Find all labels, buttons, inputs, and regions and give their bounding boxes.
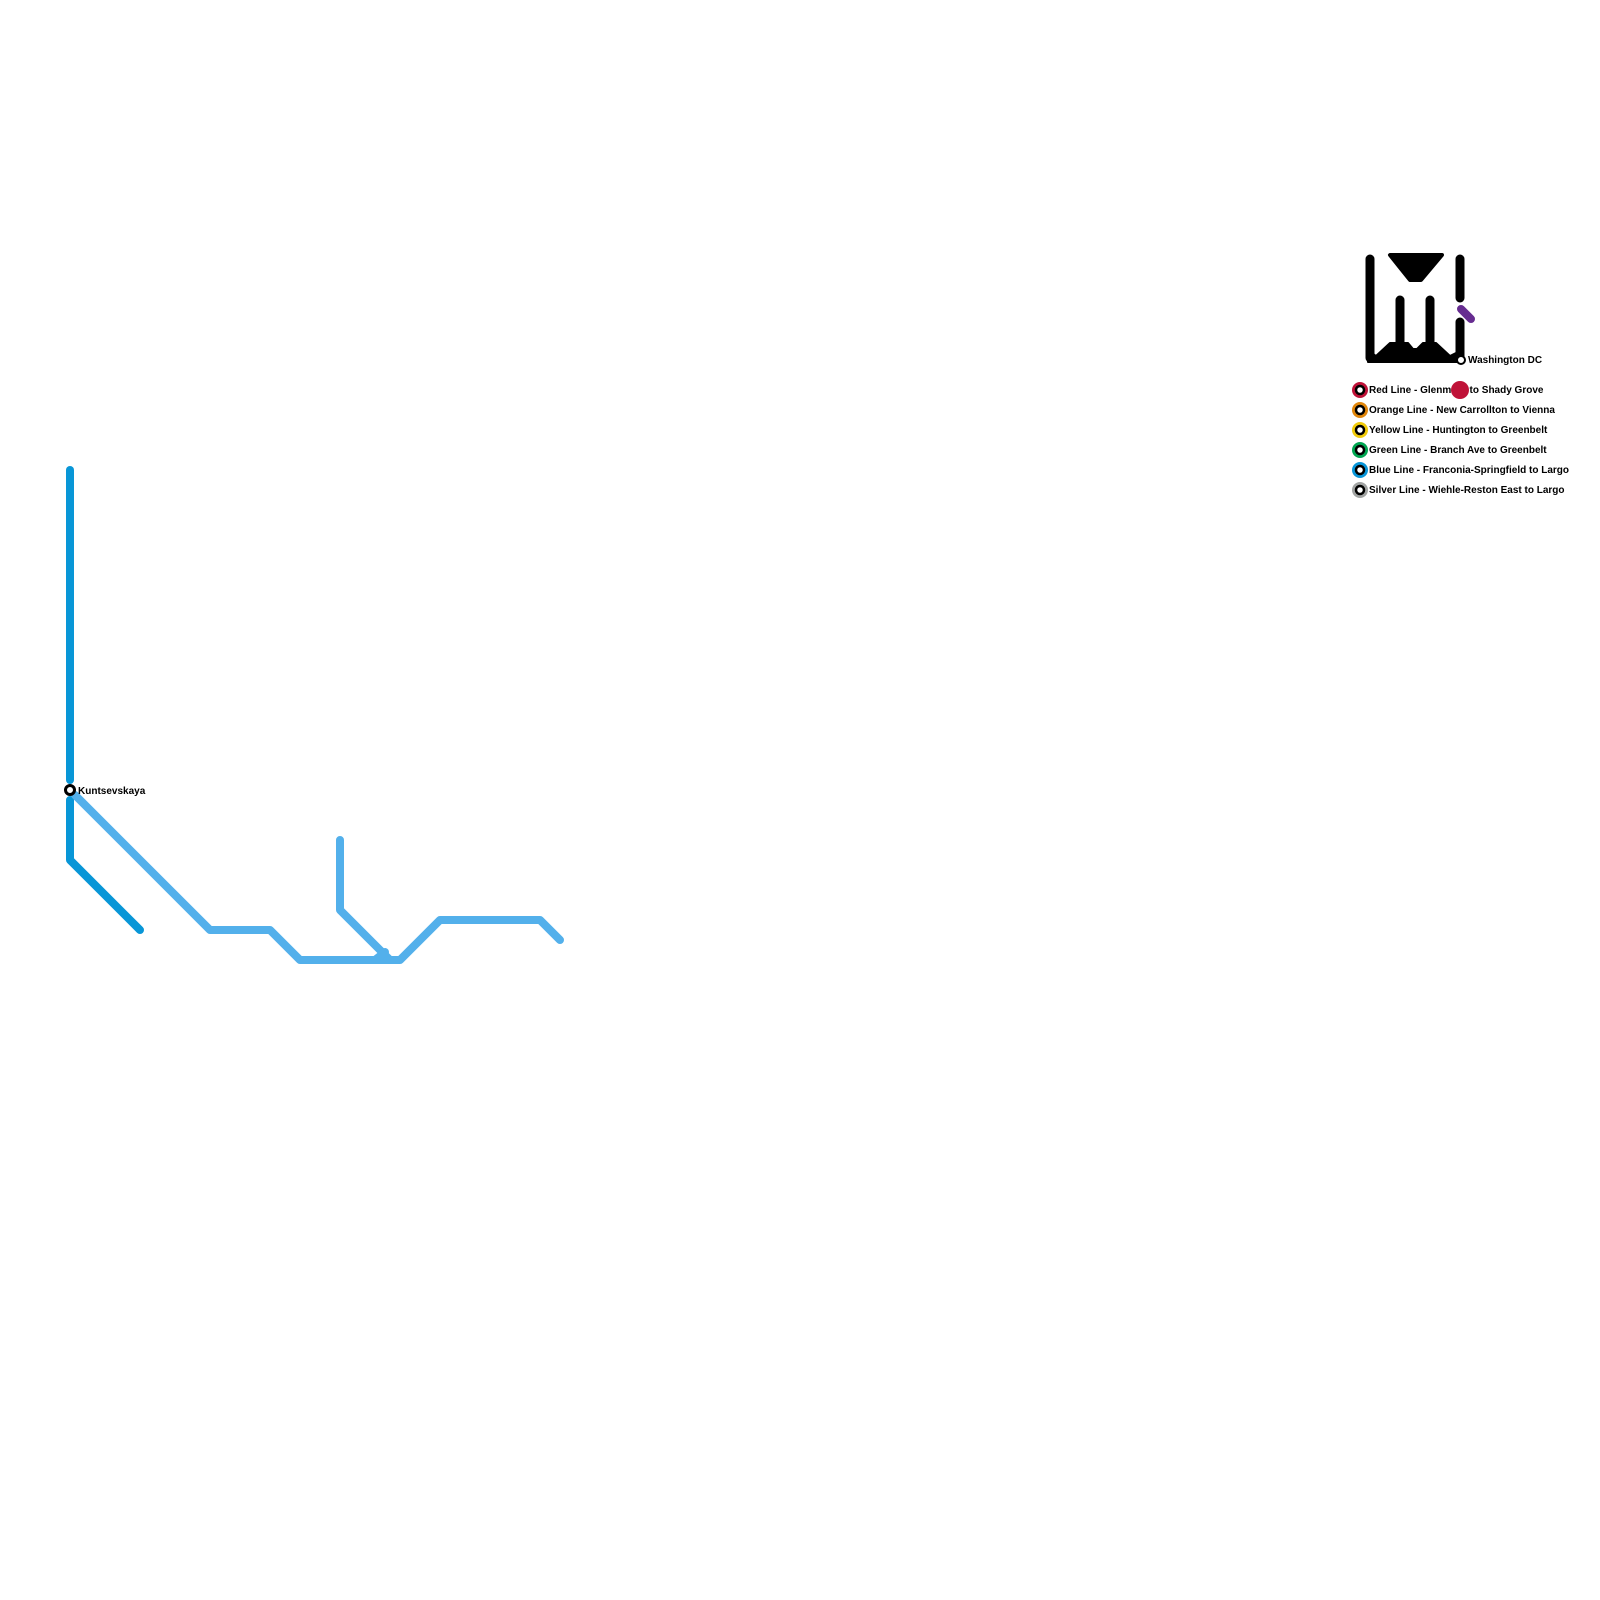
legend-station-icon [1354,444,1366,456]
legend-item: Blue Line - Franconia-Springfield to Lar… [1352,462,1569,478]
legend-label: Silver Line - Wiehle-Reston East to Larg… [1369,485,1565,496]
purple-line-segment[interactable] [1457,305,1475,323]
station-marker[interactable] [1456,355,1466,365]
metro-logo [1365,253,1465,363]
legend-station-icon [1354,404,1366,416]
legend-station-icon [1354,384,1366,396]
legend-label: Green Line - Branch Ave to Greenbelt [1369,445,1547,456]
legend-item: Silver Line - Wiehle-Reston East to Larg… [1352,482,1565,498]
legend-label: Blue Line - Franconia-Springfield to Lar… [1369,465,1569,476]
legend-label: Orange Line - New Carrollton to Vienna [1369,405,1555,416]
light-blue-line-branch[interactable] [336,836,394,964]
station-washington-dc[interactable]: Washington DC [1456,355,1542,366]
legend-item: Green Line - Branch Ave to Greenbelt [1352,442,1547,458]
legend-item: Orange Line - New Carrollton to Vienna [1352,402,1555,418]
station-marker[interactable] [64,784,76,796]
station-label: Washington DC [1468,355,1542,366]
station-kuntsevskaya[interactable]: Kuntsevskaya [64,784,146,798]
legend-station-icon [1354,484,1366,496]
legend-item: Yellow Line - Huntington to Greenbelt [1352,422,1548,438]
station-label: Kuntsevskaya [78,786,146,797]
legend-station-icon [1354,424,1366,436]
legend-item: Red Line - Glenmont to Shady Grove [1352,382,1544,398]
legend: Red Line - Glenmont to Shady Grove Orange… [1352,382,1569,498]
dark-blue-line-south[interactable] [66,796,144,934]
legend-label: Yellow Line - Huntington to Greenbelt [1369,425,1548,436]
light-blue-line-main[interactable] [71,791,564,964]
red-station-dot[interactable] [1451,381,1469,399]
legend-station-icon [1354,464,1366,476]
light-blue-line-spur[interactable] [371,948,389,964]
